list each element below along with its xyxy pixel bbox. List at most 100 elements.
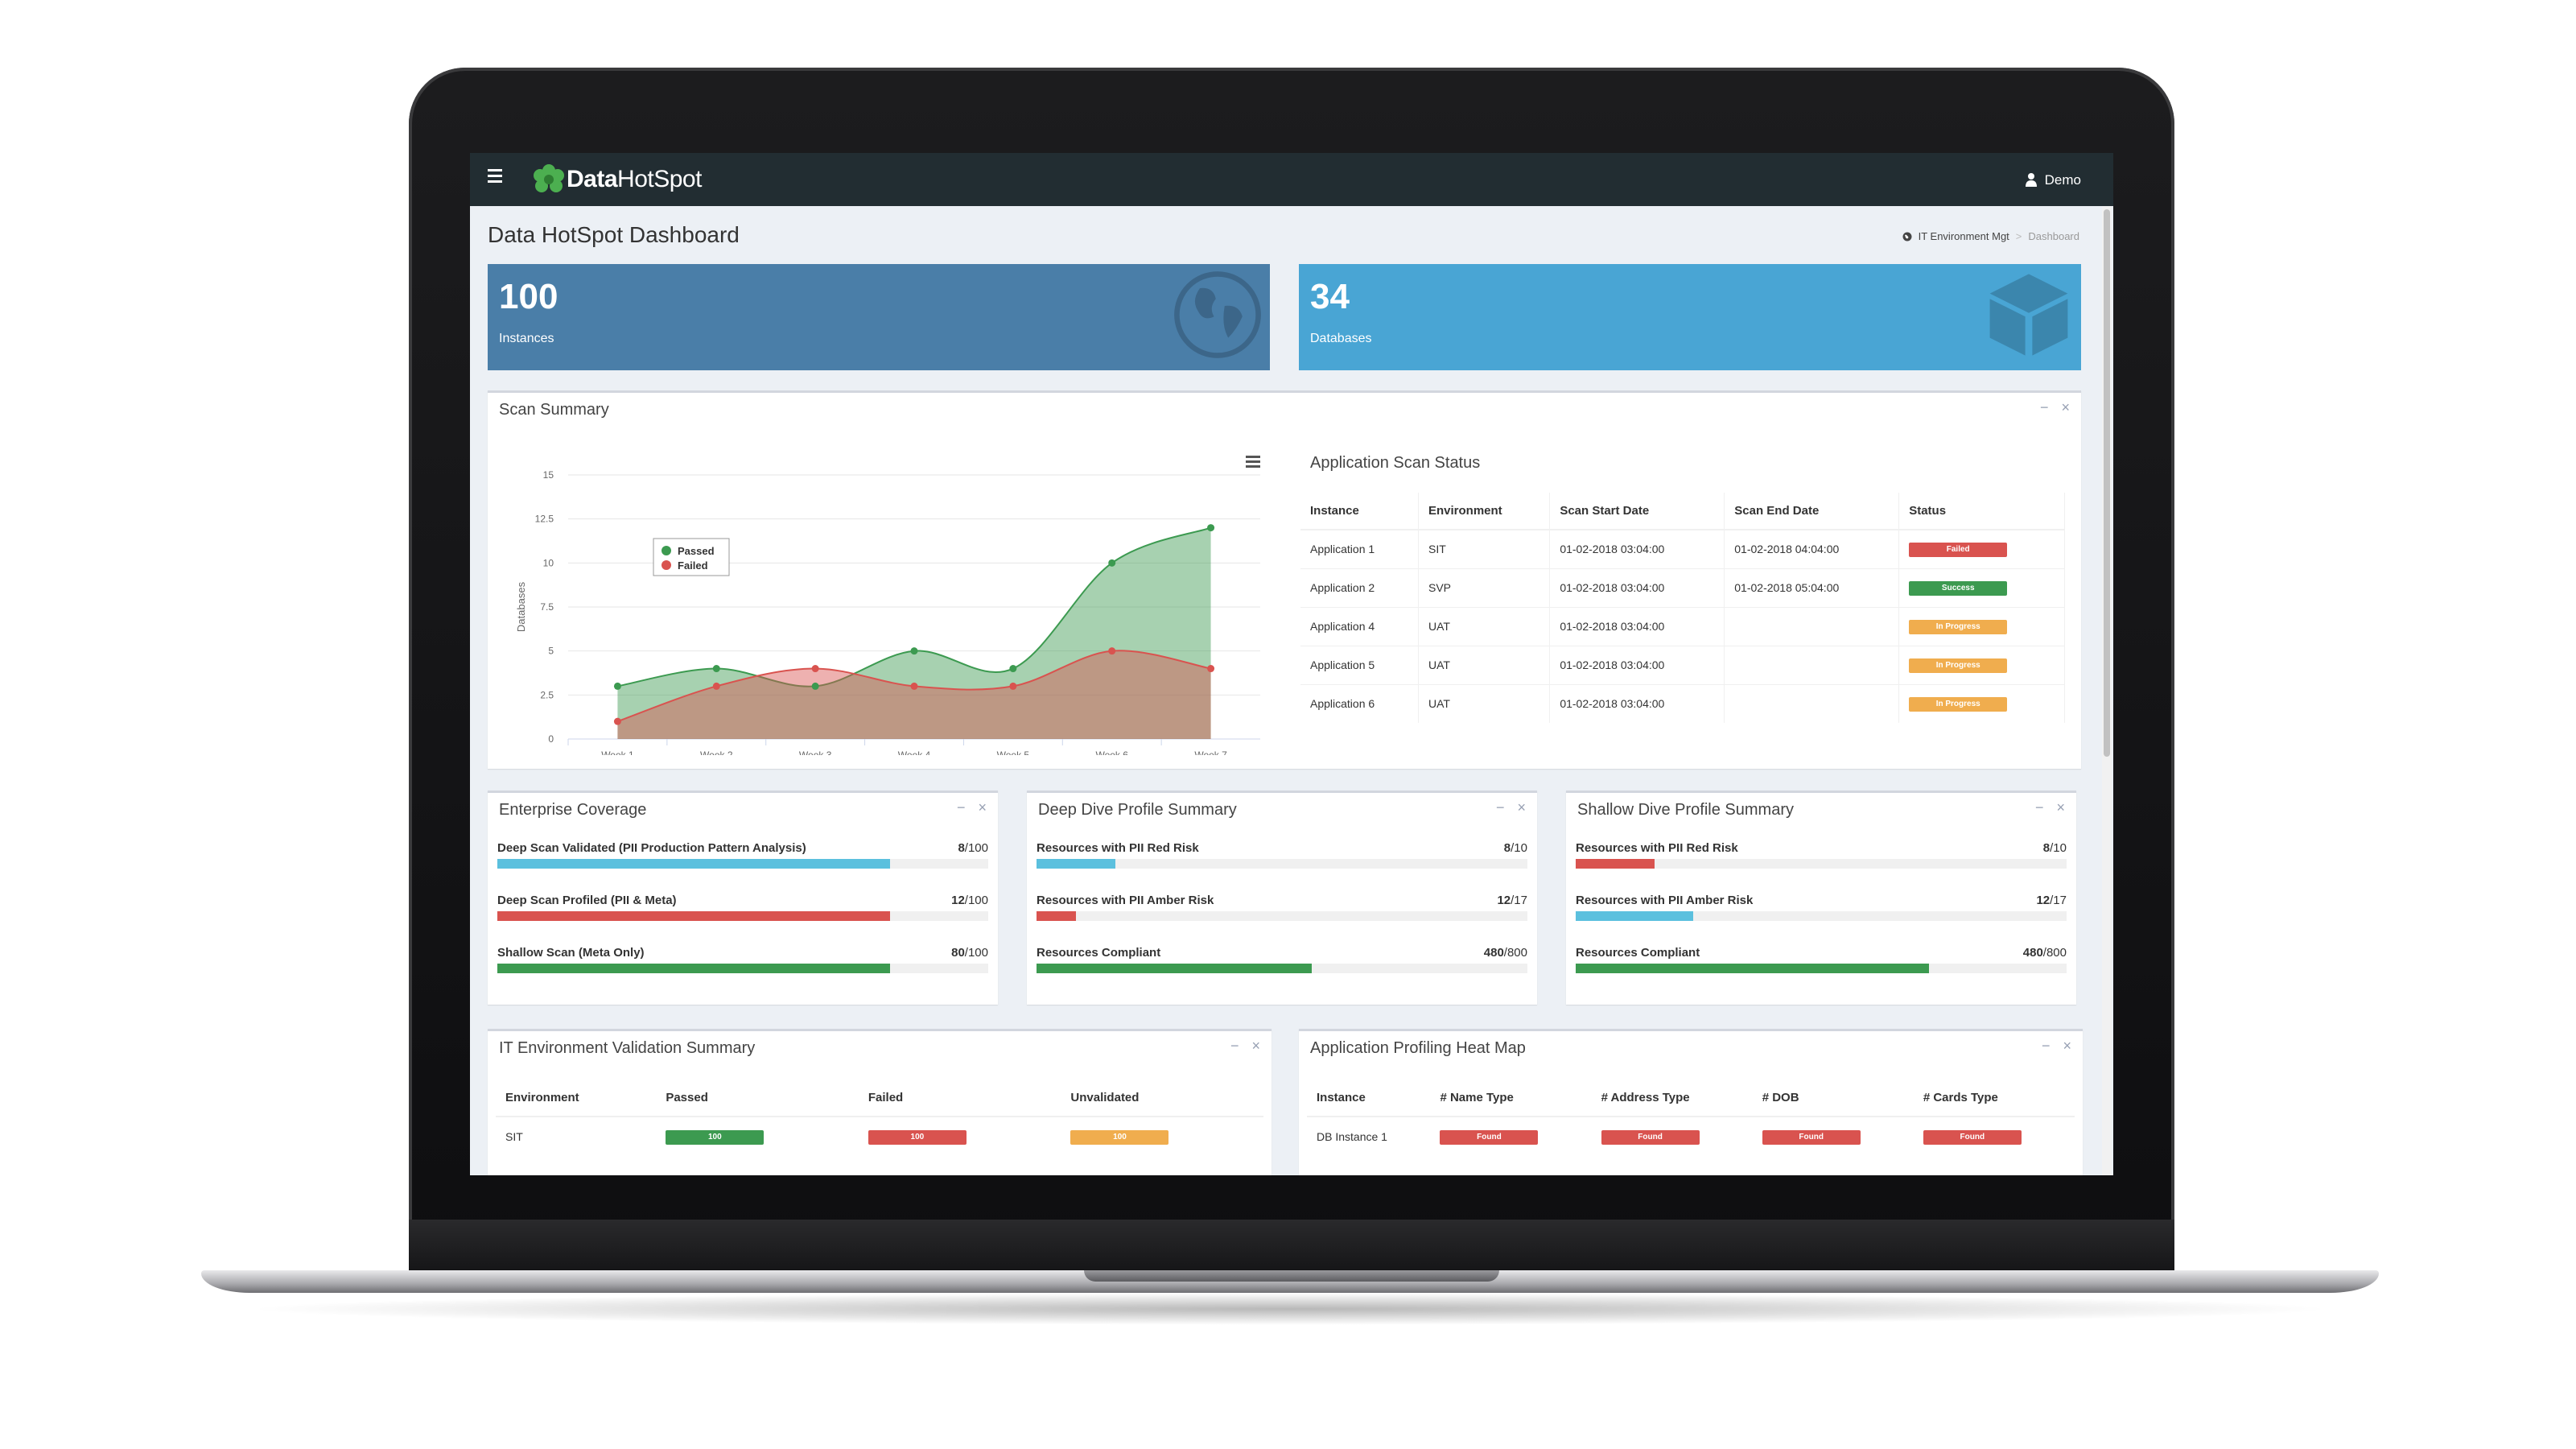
cell-env: UAT bbox=[1418, 645, 1551, 684]
scan-chart: 0 2.5 5 7.5 10 12.5 15 Week 1 Week 2 Week 3 Week 4… bbox=[515, 456, 1260, 755]
table-row[interactable]: Application 1 SIT 01-02-2018 03:04:00 01-02… bbox=[1300, 529, 2065, 568]
coverage-panel: Enterprise Coverage − × Deep Scan Validated… bbox=[488, 791, 998, 1005]
breadcrumb-item-it-environment[interactable]: IT Environment Mgt bbox=[1918, 230, 2009, 242]
panel-tools: − × bbox=[2035, 799, 2065, 816]
progress-fill bbox=[1576, 911, 1694, 921]
progress-track bbox=[1037, 964, 1527, 973]
progress-value: 8 bbox=[1503, 841, 1511, 855]
x-tick-label: Week 1 bbox=[601, 749, 634, 755]
cell-env: SIT bbox=[1418, 529, 1551, 568]
column-header: Instance bbox=[1300, 493, 1419, 530]
cell-instance: Application 4 bbox=[1300, 606, 1419, 646]
data-point-passed[interactable] bbox=[613, 682, 621, 690]
close-button[interactable]: × bbox=[2061, 399, 2070, 415]
data-point-failed[interactable] bbox=[1009, 682, 1017, 690]
progress-count: 12/17 bbox=[1497, 894, 1527, 907]
close-button[interactable]: × bbox=[978, 799, 987, 815]
table-header-row: Instance # Name Type # Address Type # DOB # … bbox=[1307, 1080, 2075, 1117]
column-header: # DOB bbox=[1752, 1080, 1914, 1117]
column-header: Environment bbox=[1418, 493, 1551, 530]
progress-count: 12/17 bbox=[2036, 894, 2067, 907]
cell-start: 01-02-2018 03:04:00 bbox=[1549, 606, 1725, 646]
cell-env: UAT bbox=[1418, 606, 1551, 646]
cell-start: 01-02-2018 03:04:00 bbox=[1549, 568, 1725, 607]
data-point-failed[interactable] bbox=[712, 682, 720, 690]
table-row[interactable]: Application 4 UAT 01-02-2018 03:04:00 In Pr… bbox=[1300, 606, 2065, 646]
progress-value: 12 bbox=[1497, 894, 1511, 907]
user-menu[interactable]: Demo bbox=[2044, 172, 2081, 188]
cube-icon bbox=[1989, 274, 2068, 356]
table-header-row: Instance Environment Scan Start Date Scan E… bbox=[1300, 493, 2065, 530]
stat-box-databases[interactable]: 34 Databases bbox=[1299, 264, 2081, 370]
cell-heat: Found bbox=[1591, 1116, 1753, 1155]
hamburger-menu-icon[interactable] bbox=[488, 169, 502, 183]
progress-value: 480 bbox=[1483, 946, 1504, 960]
cell-environment: SIT bbox=[496, 1116, 657, 1155]
globe-icon bbox=[1174, 271, 1261, 358]
heat-map-panel: Application Profiling Heat Map − × Insta… bbox=[1299, 1029, 2083, 1175]
data-point-failed[interactable] bbox=[613, 717, 621, 725]
panel-title: IT Environment Validation Summary bbox=[499, 1039, 756, 1057]
minimize-button[interactable]: − bbox=[2041, 1038, 2050, 1054]
legend-marker bbox=[662, 560, 671, 570]
cell-instance: Application 1 bbox=[1300, 529, 1419, 568]
table-row[interactable]: Application 6 UAT 01-02-2018 03:04:00 In Pr… bbox=[1300, 683, 2065, 723]
y-tick-label: 15 bbox=[543, 469, 554, 481]
data-point-passed[interactable] bbox=[1009, 665, 1017, 673]
data-point-passed[interactable] bbox=[1207, 524, 1215, 532]
column-header: Passed bbox=[656, 1080, 859, 1117]
minimize-button[interactable]: − bbox=[1495, 799, 1505, 815]
vertical-scrollbar[interactable] bbox=[2102, 206, 2112, 1175]
app-logo[interactable]: DataHotSpot bbox=[567, 166, 702, 193]
panel-title: Shallow Dive Profile Summary bbox=[1577, 801, 1794, 819]
data-point-failed[interactable] bbox=[1108, 647, 1116, 655]
minimize-button[interactable]: − bbox=[2034, 799, 2044, 815]
data-point-passed[interactable] bbox=[712, 665, 720, 673]
heat-badge: Found bbox=[1601, 1129, 1700, 1145]
x-tick-label: Week 2 bbox=[700, 749, 733, 755]
minimize-button[interactable]: − bbox=[956, 799, 966, 815]
close-button[interactable]: × bbox=[1251, 1038, 1260, 1054]
legend-label[interactable]: Failed bbox=[678, 559, 708, 572]
progress-count: 480/800 bbox=[1484, 946, 1527, 960]
progress-count: 80/100 bbox=[951, 946, 988, 960]
chart-menu-icon[interactable] bbox=[1246, 456, 1260, 468]
cell-start: 01-02-2018 03:04:00 bbox=[1549, 645, 1725, 684]
cell-status: In Progress bbox=[1898, 606, 2065, 646]
table-row[interactable]: Application 2 SVP 01-02-2018 03:04:00 01-02… bbox=[1300, 568, 2065, 607]
cell-env: UAT bbox=[1418, 683, 1551, 723]
stat-box-instances[interactable]: 100 Instances bbox=[488, 264, 1270, 370]
table-row[interactable]: Application 5 UAT 01-02-2018 03:04:00 In Pr… bbox=[1300, 645, 2065, 684]
laptop-shadow bbox=[241, 1293, 2339, 1325]
data-point-failed[interactable] bbox=[910, 682, 918, 690]
status-badge: In Progress bbox=[1909, 658, 2008, 673]
progress-label: Resources with PII Amber Risk bbox=[1037, 894, 1214, 907]
status-badge: Success bbox=[1909, 581, 2008, 596]
progress-total: /800 bbox=[2042, 946, 2067, 960]
data-point-passed[interactable] bbox=[1108, 559, 1116, 567]
data-point-failed[interactable] bbox=[811, 665, 819, 673]
table-row[interactable]: DB Instance 1 Found Found Found Found bbox=[1307, 1116, 2075, 1155]
progress-total: /100 bbox=[964, 946, 988, 960]
data-point-passed[interactable] bbox=[811, 682, 819, 690]
y-axis-label: Databases bbox=[515, 581, 527, 632]
scrollbar-thumb[interactable] bbox=[2104, 209, 2110, 757]
close-button[interactable]: × bbox=[1517, 799, 1526, 815]
cell-heat: Found bbox=[1430, 1116, 1592, 1155]
data-point-passed[interactable] bbox=[910, 647, 918, 655]
close-button[interactable]: × bbox=[2063, 1038, 2071, 1054]
legend-label[interactable]: Passed bbox=[678, 545, 715, 557]
table-row[interactable]: SIT 100 100 100 bbox=[496, 1116, 1263, 1155]
progress-label: Resources Compliant bbox=[1576, 946, 1700, 960]
area-failed bbox=[617, 650, 1211, 739]
cell-status: Success bbox=[1898, 568, 2065, 607]
data-point-failed[interactable] bbox=[1207, 665, 1215, 673]
it-validation-table: Environment Passed Failed Unvalidated SIT 10… bbox=[496, 1080, 1263, 1155]
minimize-button[interactable]: − bbox=[2039, 399, 2049, 415]
page-title: Data HotSpot Dashboard bbox=[488, 222, 740, 247]
minimize-button[interactable]: − bbox=[1230, 1038, 1239, 1054]
cell-end bbox=[1724, 645, 1900, 684]
user-icon[interactable] bbox=[2025, 172, 2038, 187]
close-button[interactable]: × bbox=[2056, 799, 2065, 815]
progress-track bbox=[1576, 964, 2067, 973]
